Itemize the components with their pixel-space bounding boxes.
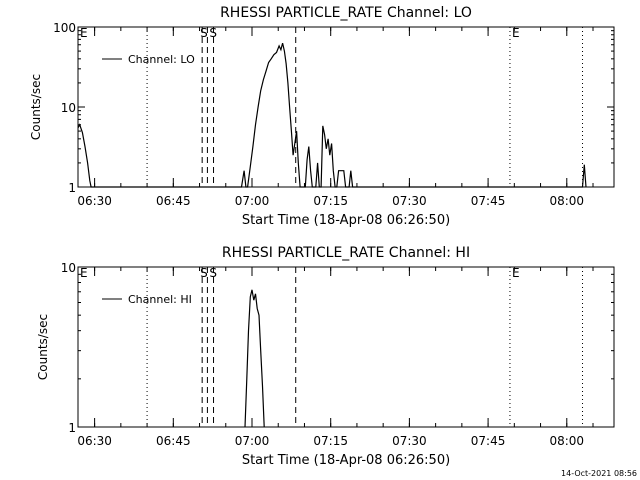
x-tick-label: 08:00 xyxy=(549,434,584,448)
x-tick-label: 07:30 xyxy=(392,434,427,448)
chart-title: RHESSI PARTICLE_RATE Channel: LO xyxy=(220,5,472,21)
chart-panel-1 xyxy=(77,266,615,428)
x-tick-label: 07:00 xyxy=(235,434,270,448)
y-tick-label: 1 xyxy=(68,421,76,435)
marker-label-s: S xyxy=(200,26,208,40)
x-tick-label: 07:15 xyxy=(313,434,348,448)
plot-frame xyxy=(77,26,615,188)
x-tick-label: 06:45 xyxy=(156,434,191,448)
x-tick-label: 06:30 xyxy=(77,434,112,448)
plot-frame xyxy=(77,266,615,428)
x-tick-label: 06:45 xyxy=(156,194,191,208)
x-axis-label: Start Time (18-Apr-08 06:26:50) xyxy=(242,453,450,468)
chart-title: RHESSI PARTICLE_RATE Channel: HI xyxy=(222,245,470,261)
x-tick-label: 07:45 xyxy=(471,434,506,448)
footer-timestamp: 14-Oct-2021 08:56 xyxy=(561,469,637,478)
y-tick-label: 10 xyxy=(61,261,76,275)
marker-label-e: E xyxy=(512,266,520,280)
marker-label-s: S xyxy=(200,266,208,280)
x-tick-label: 07:30 xyxy=(392,194,427,208)
marker-label-s: S xyxy=(209,26,217,40)
y-axis-label: Counts/sec xyxy=(29,74,43,140)
marker-label-e: E xyxy=(80,266,88,280)
x-tick-label: 06:30 xyxy=(77,194,112,208)
x-tick-label: 07:45 xyxy=(471,194,506,208)
series-line-0 xyxy=(77,42,587,188)
marker-label-e: E xyxy=(512,26,520,40)
legend-entry: Channel: HI xyxy=(128,293,192,306)
x-tick-label: 07:00 xyxy=(235,194,270,208)
series-line-0 xyxy=(244,289,265,428)
legend-entry: Channel: LO xyxy=(128,53,195,66)
x-tick-label: 07:15 xyxy=(313,194,348,208)
x-tick-label: 08:00 xyxy=(549,194,584,208)
marker-label-e: E xyxy=(80,26,88,40)
y-axis-label: Counts/sec xyxy=(36,314,50,380)
y-tick-label: 1 xyxy=(68,181,76,195)
chart-panel-0 xyxy=(77,26,615,188)
marker-label-s: S xyxy=(209,266,217,280)
x-axis-label: Start Time (18-Apr-08 06:26:50) xyxy=(242,213,450,228)
y-tick-label: 10 xyxy=(61,101,76,115)
y-tick-label: 100 xyxy=(53,21,76,35)
